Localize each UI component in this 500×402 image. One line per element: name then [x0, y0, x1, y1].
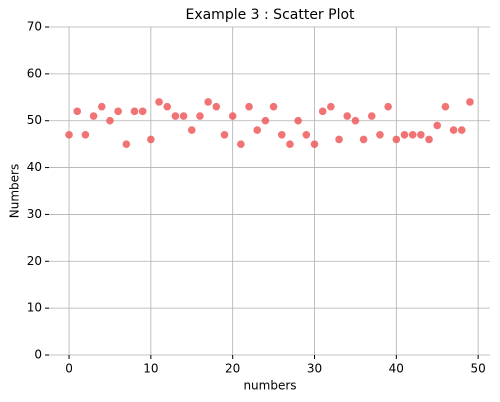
point — [457, 126, 466, 134]
point — [220, 130, 229, 139]
point — [138, 107, 147, 116]
point — [155, 98, 163, 106]
point — [277, 130, 286, 139]
x-tick-label: 40 — [389, 362, 404, 376]
x-tick-label: 0 — [65, 362, 73, 376]
point — [73, 107, 82, 116]
point — [204, 98, 212, 106]
x-tick-label: 50 — [470, 362, 485, 376]
point — [245, 102, 253, 111]
point — [196, 112, 204, 120]
point — [425, 135, 433, 144]
y-tick-label: 50 — [27, 113, 42, 127]
point — [106, 116, 114, 125]
point — [408, 130, 417, 139]
point — [97, 102, 106, 111]
point — [449, 126, 458, 134]
point — [417, 130, 425, 139]
point — [122, 140, 131, 148]
point — [318, 107, 327, 116]
point — [269, 102, 278, 111]
point — [367, 112, 376, 120]
y-tick-label: 0 — [34, 348, 42, 362]
point — [179, 112, 188, 120]
x-axis-label: numbers — [243, 379, 296, 393]
y-tick-label: 20 — [27, 254, 42, 268]
point — [114, 107, 122, 116]
point — [163, 102, 172, 111]
point — [466, 98, 474, 106]
point — [351, 116, 360, 125]
point — [81, 130, 90, 139]
point — [335, 135, 343, 144]
point — [441, 102, 450, 111]
point — [147, 135, 155, 144]
x-tick-label: 20 — [225, 362, 240, 376]
y-tick-label: 60 — [27, 66, 42, 80]
point — [228, 112, 237, 120]
point — [310, 140, 319, 148]
point — [327, 102, 335, 111]
x-tick-label: 10 — [143, 362, 158, 376]
point — [302, 130, 311, 139]
x-tick-label: 30 — [307, 362, 322, 376]
y-tick-label: 70 — [27, 20, 42, 34]
y-tick-label: 10 — [27, 301, 42, 315]
point — [253, 126, 262, 134]
y-axis-label: Numbers — [8, 164, 22, 218]
point — [294, 116, 302, 125]
chart-title: Example 3 : Scatter Plot — [185, 7, 355, 23]
point — [171, 112, 180, 120]
point — [433, 121, 442, 130]
point — [130, 107, 139, 116]
point — [65, 130, 73, 139]
y-tick-label: 40 — [27, 160, 42, 174]
point — [212, 102, 221, 111]
point — [392, 135, 401, 144]
point — [89, 112, 98, 120]
point — [286, 140, 294, 148]
point — [376, 130, 384, 139]
point — [400, 130, 409, 139]
point — [261, 116, 270, 125]
point — [359, 135, 368, 144]
point — [343, 112, 352, 120]
point — [187, 126, 196, 134]
point — [384, 102, 392, 111]
y-tick-label: 30 — [27, 207, 42, 221]
point — [237, 140, 245, 148]
